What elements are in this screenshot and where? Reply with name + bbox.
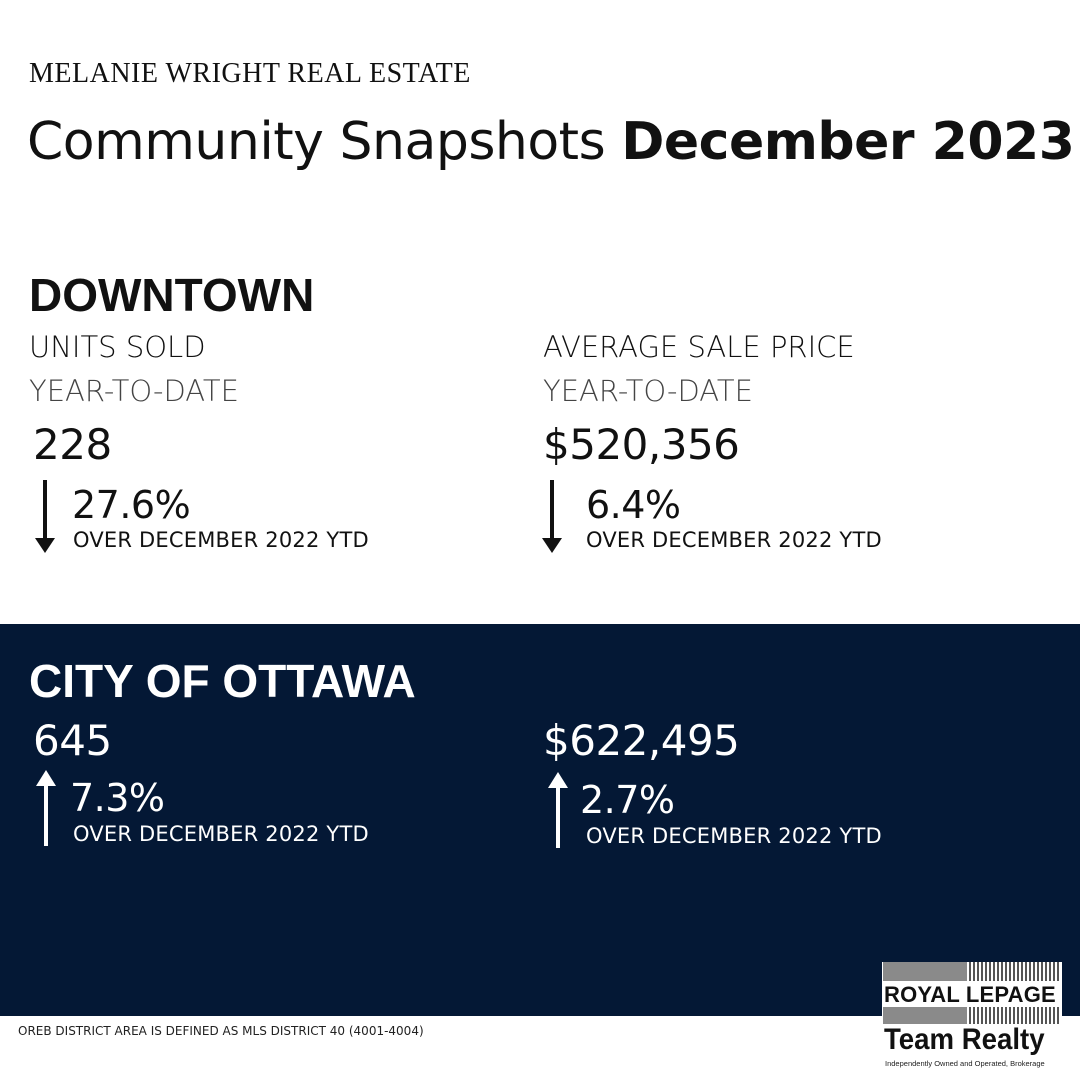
arrow-down-icon [542, 480, 562, 553]
royal-lepage-logo: ROYAL LEPAGE Team Realty Independently O… [882, 962, 1062, 1072]
downtown-units-change: 27.6% [72, 483, 191, 527]
ottawa-units-comparison: OVER DECEMBER 2022 YTD [73, 822, 369, 846]
average-price-label: AVERAGE SALE PRICE [543, 330, 855, 364]
page-title: Community Snapshots December 2023 [27, 112, 1075, 172]
title-date: December 2023 [621, 112, 1075, 172]
price-period-label: YEAR-TO-DATE [543, 374, 753, 408]
ottawa-units-value: 645 [33, 716, 112, 765]
downtown-price-value: $520,356 [543, 420, 740, 469]
ottawa-price-comparison: OVER DECEMBER 2022 YTD [586, 824, 882, 848]
logo-team-text: Team Realty [884, 1023, 1045, 1056]
logo-barcode-top [967, 962, 1061, 981]
downtown-units-comparison: OVER DECEMBER 2022 YTD [73, 528, 369, 552]
downtown-units-value: 228 [33, 420, 112, 469]
title-regular: Community Snapshots [27, 112, 622, 172]
downtown-price-comparison: OVER DECEMBER 2022 YTD [586, 528, 882, 552]
units-sold-label: UNITS SOLD [29, 330, 206, 364]
ottawa-price-change: 2.7% [580, 778, 675, 822]
ottawa-price-value: $622,495 [543, 716, 740, 765]
downtown-heading: DOWNTOWN [29, 269, 315, 321]
logo-tagline: Independently Owned and Operated, Broker… [885, 1059, 1045, 1068]
footnote: OREB DISTRICT AREA IS DEFINED AS MLS DIS… [18, 1024, 424, 1038]
logo-barcode-bottom [967, 1007, 1061, 1024]
arrow-up-icon [36, 770, 56, 846]
downtown-panel: MELANIE WRIGHT REAL ESTATE Community Sna… [27, 58, 1075, 553]
ottawa-heading: CITY OF OTTAWA [29, 655, 416, 707]
ottawa-panel: CITY OF OTTAWA 645 7.3% OVER DECEMBER 20… [0, 624, 1080, 1016]
brand-name: MELANIE WRIGHT REAL ESTATE [29, 58, 471, 89]
ottawa-units-change: 7.3% [70, 776, 165, 820]
arrow-up-icon [548, 772, 568, 848]
logo-royal-text: ROYAL LEPAGE [884, 982, 1056, 1007]
arrow-down-icon [35, 480, 55, 553]
downtown-price-change: 6.4% [586, 483, 681, 527]
units-period-label: YEAR-TO-DATE [29, 374, 239, 408]
